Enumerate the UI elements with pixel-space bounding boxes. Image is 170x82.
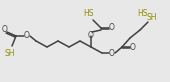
Text: SH: SH bbox=[5, 48, 15, 57]
Text: HS: HS bbox=[138, 10, 148, 19]
Text: HS: HS bbox=[83, 10, 93, 19]
Text: O: O bbox=[24, 31, 30, 41]
Text: O: O bbox=[130, 42, 136, 51]
Text: O: O bbox=[109, 24, 115, 32]
Text: O: O bbox=[109, 48, 115, 57]
Text: O: O bbox=[2, 26, 8, 35]
Text: SH: SH bbox=[147, 12, 157, 21]
Text: O: O bbox=[88, 31, 94, 40]
